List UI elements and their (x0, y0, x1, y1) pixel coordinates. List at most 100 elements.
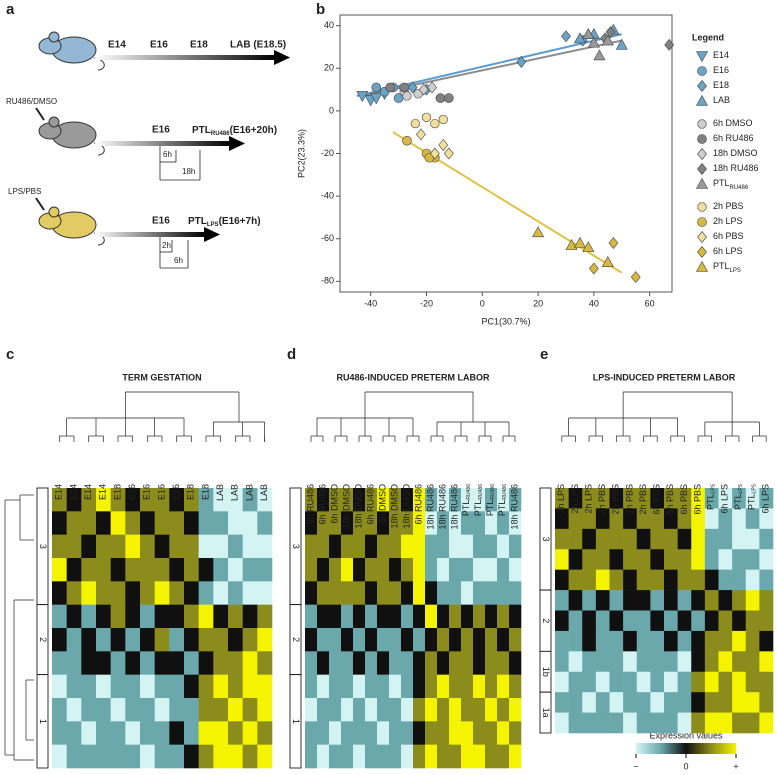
heatmap-cell (595, 651, 610, 673)
heatmap-cell (198, 534, 214, 559)
legend-name: 2h PBS (713, 201, 744, 211)
heatmap-cell (650, 528, 665, 550)
heatmap-cell (140, 488, 155, 512)
column-label: PTLLPS (706, 483, 717, 510)
heatmap-cell (169, 604, 185, 629)
heatmap-cell (497, 628, 510, 652)
heatmap-cell (353, 581, 366, 605)
heatmap-cell (341, 581, 354, 605)
heatmap-cell (677, 528, 692, 550)
heatmap-cell (401, 628, 414, 652)
heatmap-cell (745, 692, 760, 713)
heatmap-cell (677, 549, 692, 570)
y-tick-label: -40 (321, 190, 334, 200)
colorbar-swatch (710, 743, 713, 754)
colorbar-swatch (694, 743, 697, 754)
heatmap-cell (329, 744, 342, 769)
heatmap-cell (110, 698, 126, 722)
heatmap-cell (568, 651, 583, 673)
legend-marker (697, 148, 707, 160)
heatmap-cell (704, 630, 719, 652)
column-label: E16 (171, 484, 181, 500)
heatmap-cell (413, 721, 426, 745)
heatmap-cell (96, 488, 111, 512)
colorbar-swatch (642, 743, 645, 754)
heatmap-cell (184, 698, 199, 722)
heatmap-cell (365, 698, 378, 722)
heatmap-cell (305, 604, 318, 629)
heatmap-cell (213, 511, 229, 535)
colorbar-swatch (734, 743, 737, 754)
heatmap-cell (154, 558, 170, 582)
heatmap-cell (732, 630, 747, 652)
heatmap-cell (473, 721, 486, 745)
heatmap-cell (401, 488, 414, 512)
column-label-sub: RU486 (502, 484, 508, 500)
row-cluster-label: 1b (541, 667, 551, 677)
heatmap-cell (317, 628, 330, 652)
colorbar-swatch (680, 743, 683, 754)
heatmap-title: LPS-INDUCED PRETERM LABOR (593, 372, 736, 382)
heatmap-cell (623, 651, 638, 673)
heatmap-cell (664, 549, 678, 570)
heatmap-cell (582, 610, 597, 632)
legend-name: PTL (713, 178, 730, 188)
heatmap-cell (497, 651, 510, 675)
colorbar-swatch (662, 743, 665, 754)
legend-label: 18h DMSO (713, 148, 758, 158)
row-cluster-label: 2 (38, 637, 48, 642)
timeline-arrow (95, 55, 275, 60)
heatmap-cell (184, 604, 199, 629)
heatmap-cell (595, 712, 610, 734)
column-label: 2h LPS (570, 484, 580, 514)
point (588, 262, 599, 275)
heatmap-cell (582, 528, 597, 550)
point (407, 81, 418, 94)
heatmap-cell (242, 744, 258, 769)
heatmap-cell (353, 698, 366, 722)
legend-name: E18 (713, 80, 729, 90)
heatmap-cell (636, 549, 651, 570)
heatmap-cell (704, 508, 719, 530)
heatmap-cell (389, 581, 402, 605)
heatmap-cell (125, 558, 141, 582)
heatmap-cell (691, 508, 706, 530)
heatmap-cell (377, 581, 390, 605)
heatmap-cell (555, 569, 569, 591)
heatmap-cell (365, 558, 378, 582)
heatmap-cell (568, 528, 583, 550)
heatmap-cell (81, 628, 97, 652)
heatmap-cell (317, 581, 330, 605)
legend-label: 2h PBS (713, 201, 744, 211)
point (608, 237, 619, 249)
heatmap-cell (664, 610, 678, 632)
column-label-sub: LPS (711, 483, 717, 493)
heatmap-cell (154, 651, 170, 675)
heatmap-cell (198, 744, 214, 769)
heatmap-cell (96, 651, 111, 675)
heatmap-title: RU486-INDUCED PRETERM LABOR (336, 372, 490, 382)
interval-label: 18h (182, 167, 195, 176)
heatmap-cell (718, 671, 733, 693)
heatmap-cell (449, 674, 462, 699)
heatmap-cell (52, 558, 67, 582)
heatmap-cell (437, 744, 450, 769)
heatmap-cell (595, 569, 610, 591)
colorbar-swatch (728, 743, 731, 754)
column-label: 2h PBS (611, 484, 621, 515)
panel-label: e (540, 346, 548, 363)
heatmap-cell (413, 674, 426, 699)
heatmap-cell (568, 590, 583, 611)
point (615, 38, 628, 50)
heatmap-cell (125, 511, 141, 535)
column-label: 2h PBS (624, 484, 634, 515)
heatmap-cell (213, 651, 229, 675)
ptl: PTL (192, 125, 211, 136)
heatmap-cell (140, 511, 155, 535)
heatmap-cell (110, 744, 126, 769)
heatmap-cell (365, 721, 378, 745)
interval-bracket (159, 237, 189, 269)
heatmap-cell (732, 508, 747, 530)
heatmap-cell (485, 534, 498, 559)
column-label: 18h RU486 (425, 484, 435, 530)
